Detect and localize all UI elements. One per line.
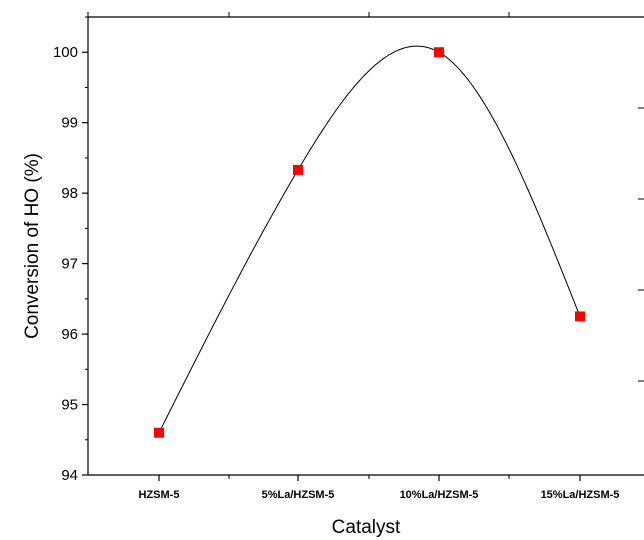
points-layer [154, 47, 585, 438]
y-tick-label: 100 [53, 44, 78, 61]
x-tick-label: 15%La/HZSM-5 [541, 489, 620, 501]
data-point [293, 164, 303, 175]
x-axis-title: Catalyst [332, 517, 401, 538]
data-point [575, 311, 585, 322]
y-tick-label: 96 [61, 326, 78, 343]
x-tick-label: 5%La/HZSM-5 [262, 489, 335, 501]
axes [87, 16, 644, 476]
y-tick-label: 97 [61, 256, 78, 273]
y-tick-label: 94 [61, 467, 78, 484]
y-axis-title: Conversion of HO (%) [22, 153, 43, 339]
series-line [158, 45, 581, 433]
data-point [434, 47, 444, 58]
y-tick-label: 99 [61, 115, 78, 132]
data-point [154, 427, 164, 438]
curve-layer [158, 45, 581, 433]
x-tick-label: 10%La/HZSM-5 [400, 489, 479, 501]
y-tick-label: 98 [61, 185, 78, 202]
y-tick-label: 95 [61, 397, 78, 414]
x-tick-label: HZSM-5 [139, 489, 180, 501]
ticks: 94 95 96 97 98 99 100 HZSM-5 5%La/HZSM-5 10%La/HZ… [53, 12, 644, 501]
